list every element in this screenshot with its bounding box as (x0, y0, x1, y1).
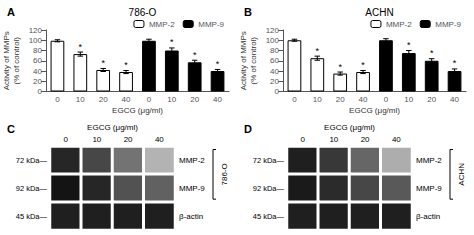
svg-text:*: * (193, 50, 197, 60)
svg-text:10: 10 (329, 135, 338, 144)
svg-text:ACHN: ACHN (365, 7, 393, 18)
svg-text:20: 20 (427, 95, 436, 104)
svg-text:β-actin: β-actin (416, 212, 440, 221)
svg-text:786-O: 786-O (129, 7, 157, 18)
svg-text:MMP-9: MMP-9 (416, 184, 442, 193)
svg-text:A: A (7, 6, 15, 18)
svg-text:100: 100 (29, 36, 43, 45)
svg-text:*: * (79, 42, 83, 52)
svg-text:MMP-9: MMP-9 (179, 184, 205, 193)
svg-text:MMP-2: MMP-2 (179, 156, 205, 165)
svg-text:120: 120 (266, 26, 280, 35)
svg-text:92 kDa—: 92 kDa— (253, 184, 285, 193)
svg-text:*: * (216, 59, 220, 69)
svg-text:EGCG (μg/ml): EGCG (μg/ml) (349, 106, 400, 115)
svg-text:40: 40 (359, 95, 368, 104)
svg-text:80: 80 (270, 46, 279, 55)
svg-text:20: 20 (336, 95, 345, 104)
svg-text:*: * (361, 60, 365, 70)
svg-text:*: * (407, 40, 411, 50)
svg-text:(% of control): (% of control) (249, 37, 258, 85)
svg-text:786-O: 786-O (220, 163, 229, 185)
svg-text:0: 0 (275, 87, 280, 96)
svg-text:40: 40 (122, 95, 131, 104)
svg-text:EGCG (μg/ml): EGCG (μg/ml) (112, 106, 163, 115)
svg-text:β-actin: β-actin (179, 212, 203, 221)
svg-text:40: 40 (270, 67, 279, 76)
svg-text:0: 0 (55, 95, 60, 104)
svg-text:(% of control): (% of control) (12, 37, 21, 85)
svg-text:EGCG (μg/ml): EGCG (μg/ml) (87, 123, 138, 132)
svg-text:B: B (244, 6, 252, 18)
svg-text:C: C (7, 123, 15, 135)
svg-text:*: * (101, 58, 105, 68)
svg-text:0: 0 (147, 95, 152, 104)
svg-text:*: * (170, 37, 174, 47)
svg-text:72 kDa—: 72 kDa— (16, 156, 48, 165)
svg-text:20: 20 (270, 77, 279, 86)
svg-text:45 kDa—: 45 kDa— (16, 212, 48, 221)
svg-text:0: 0 (63, 135, 68, 144)
svg-text:40: 40 (213, 95, 222, 104)
svg-text:40: 40 (450, 95, 459, 104)
svg-text:20: 20 (124, 135, 133, 144)
svg-text:20: 20 (33, 77, 42, 86)
svg-text:MMP-2: MMP-2 (416, 156, 442, 165)
svg-text:20: 20 (190, 95, 199, 104)
svg-text:20: 20 (99, 95, 108, 104)
svg-text:*: * (430, 48, 434, 58)
svg-text:10: 10 (167, 95, 176, 104)
svg-text:Activity of MMPs: Activity of MMPs (2, 31, 11, 90)
svg-text:10: 10 (404, 95, 413, 104)
svg-text:*: * (124, 60, 128, 70)
svg-text:D: D (244, 123, 252, 135)
svg-text:100: 100 (266, 36, 280, 45)
svg-text:EGCG (μg/ml): EGCG (μg/ml) (324, 123, 375, 132)
svg-text:40: 40 (392, 135, 401, 144)
svg-text:72 kDa—: 72 kDa— (253, 156, 285, 165)
svg-text:60: 60 (270, 56, 279, 65)
svg-text:45 kDa—: 45 kDa— (253, 212, 285, 221)
svg-text:0: 0 (300, 135, 305, 144)
svg-text:ACHN: ACHN (457, 163, 466, 186)
svg-text:40: 40 (155, 135, 164, 144)
svg-text:80: 80 (33, 46, 42, 55)
svg-text:MMP-2: MMP-2 (149, 20, 175, 29)
svg-text:10: 10 (92, 135, 101, 144)
svg-text:40: 40 (33, 67, 42, 76)
svg-text:*: * (453, 58, 457, 68)
svg-text:MMP-2: MMP-2 (386, 20, 412, 29)
svg-text:MMP-9: MMP-9 (435, 20, 461, 29)
svg-text:10: 10 (76, 95, 85, 104)
svg-text:60: 60 (33, 56, 42, 65)
svg-text:0: 0 (384, 95, 389, 104)
svg-text:*: * (338, 62, 342, 72)
svg-text:Activity of MMPs: Activity of MMPs (239, 31, 248, 90)
svg-text:10: 10 (313, 95, 322, 104)
svg-text:120: 120 (29, 26, 43, 35)
svg-text:*: * (316, 46, 320, 56)
svg-text:0: 0 (38, 87, 43, 96)
svg-text:MMP-9: MMP-9 (198, 20, 224, 29)
svg-text:92 kDa—: 92 kDa— (16, 184, 48, 193)
svg-text:0: 0 (292, 95, 297, 104)
svg-text:20: 20 (361, 135, 370, 144)
